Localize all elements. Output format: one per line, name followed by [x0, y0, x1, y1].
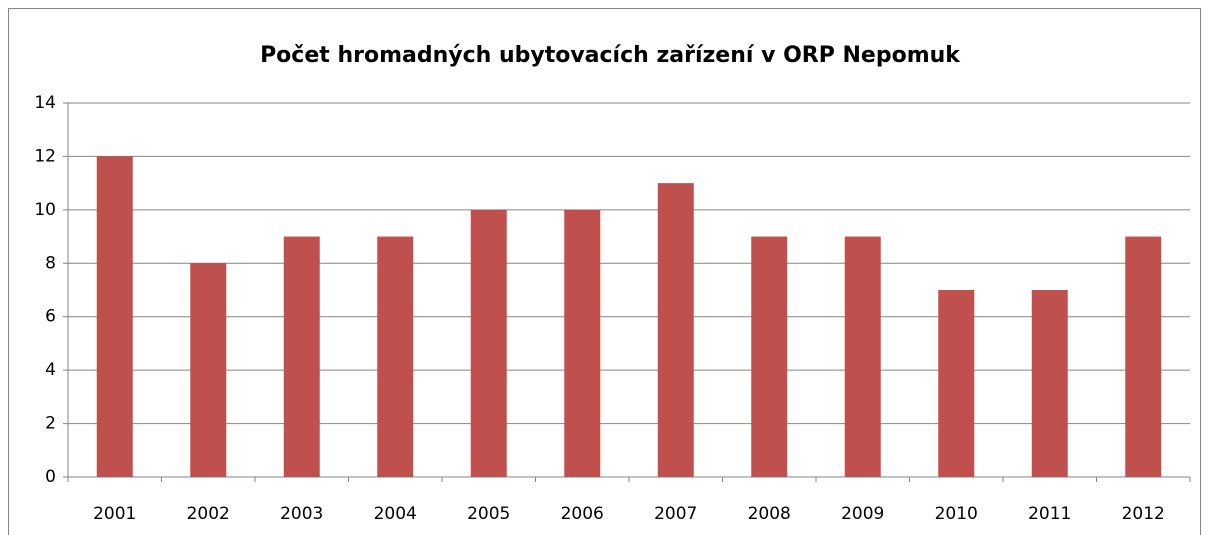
y-tick-label: 8	[45, 253, 56, 273]
x-tick-label: 2007	[654, 504, 697, 524]
x-tick-label: 2003	[280, 504, 323, 524]
y-tick-label: 4	[45, 360, 56, 380]
x-tick-label: 2006	[561, 504, 604, 524]
x-tick-label: 2008	[748, 504, 791, 524]
bar	[1031, 290, 1068, 477]
y-tick-label: 6	[45, 307, 56, 327]
bar	[283, 236, 320, 477]
x-tick-label: 2001	[93, 504, 136, 524]
x-tick-label: 2011	[1028, 504, 1071, 524]
x-tick-label: 2010	[935, 504, 978, 524]
chart-frame	[8, 8, 1201, 535]
bar	[190, 263, 227, 477]
bar	[96, 156, 133, 477]
bar	[470, 209, 507, 477]
bar	[938, 290, 975, 477]
x-tick-label: 2005	[467, 504, 510, 524]
bar	[564, 209, 601, 477]
bar	[1125, 236, 1162, 477]
y-tick-label: 10	[34, 200, 56, 220]
x-tick-label: 2002	[187, 504, 230, 524]
bar	[657, 183, 694, 477]
y-tick-label: 0	[45, 467, 56, 487]
x-tick-label: 2009	[841, 504, 884, 524]
x-tick-label: 2004	[374, 504, 417, 524]
y-tick-label: 14	[34, 93, 56, 113]
bar	[377, 236, 414, 477]
bar	[844, 236, 881, 477]
y-tick-label: 2	[45, 414, 56, 434]
bar	[751, 236, 788, 477]
x-tick-label: 2012	[1122, 504, 1165, 524]
chart-title: Počet hromadných ubytovacích zařízení v …	[260, 43, 961, 68]
y-tick-label: 12	[34, 146, 56, 166]
